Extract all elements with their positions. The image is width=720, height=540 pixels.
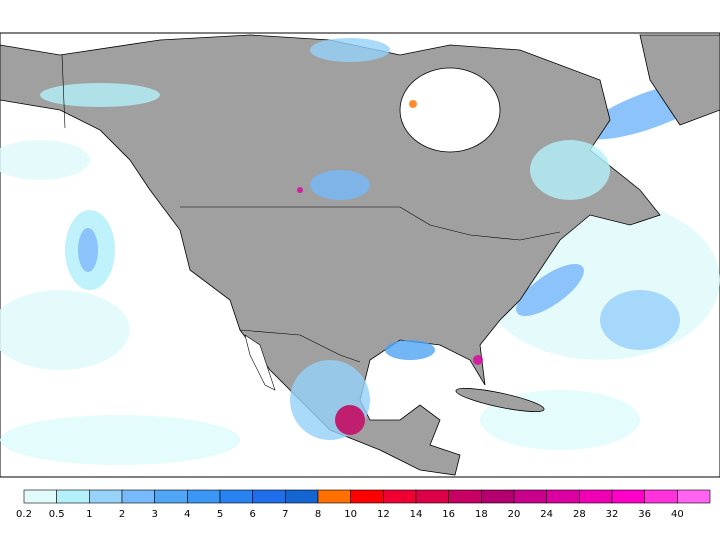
color-box (415, 489, 449, 504)
legend-label: 1 (86, 509, 92, 520)
map (0, 32, 720, 478)
color-box (579, 489, 613, 504)
legend-label: 0.2 (16, 509, 32, 520)
color-box (350, 489, 384, 504)
color-box (252, 489, 286, 504)
borders (61, 54, 561, 363)
hudson-bay (399, 67, 501, 153)
gulf-of-california (244, 334, 276, 391)
color-box (56, 489, 90, 504)
legend-label: 16 (442, 509, 455, 520)
color-box (677, 489, 711, 504)
precip-land (40, 38, 610, 440)
legend-label: 2 (119, 509, 125, 520)
legend-label: 32 (606, 509, 619, 520)
color-box (481, 489, 515, 504)
legend-label: 14 (410, 509, 423, 520)
legend: 0.2 0.5 1 2 3 4 5 6 7 8 10 12 14 16 18 20 24 28 32 36 40 (16, 489, 711, 520)
color-box (285, 489, 319, 504)
legend-label: 10 (344, 509, 357, 520)
color-box (383, 489, 417, 504)
legend-label: 18 (475, 509, 488, 520)
color-box (448, 489, 482, 504)
legend-label: 6 (249, 509, 255, 520)
legend-label: 8 (315, 509, 321, 520)
legend-label: 5 (217, 509, 223, 520)
legend-label: 24 (540, 509, 553, 520)
color-box (219, 489, 253, 504)
legend-label: 0.5 (49, 509, 65, 520)
legend-label: 3 (151, 509, 157, 520)
legend-label: 12 (377, 509, 390, 520)
legend-label: 4 (184, 509, 190, 520)
legend-label: 20 (508, 509, 521, 520)
color-box (187, 489, 221, 504)
color-box (121, 489, 155, 504)
precip-ocean (0, 80, 720, 465)
color-box (23, 489, 57, 504)
color-box (317, 489, 351, 504)
color-box (89, 489, 123, 504)
color-box (154, 489, 188, 504)
legend-label: 36 (638, 509, 651, 520)
color-box (611, 489, 645, 504)
color-box (513, 489, 547, 504)
legend-label: 40 (671, 509, 684, 520)
color-box (546, 489, 580, 504)
land-greenland (639, 34, 720, 126)
land-cuba (455, 388, 545, 412)
legend-label: 28 (573, 509, 586, 520)
legend-label: 7 (282, 509, 288, 520)
color-box (644, 489, 678, 504)
